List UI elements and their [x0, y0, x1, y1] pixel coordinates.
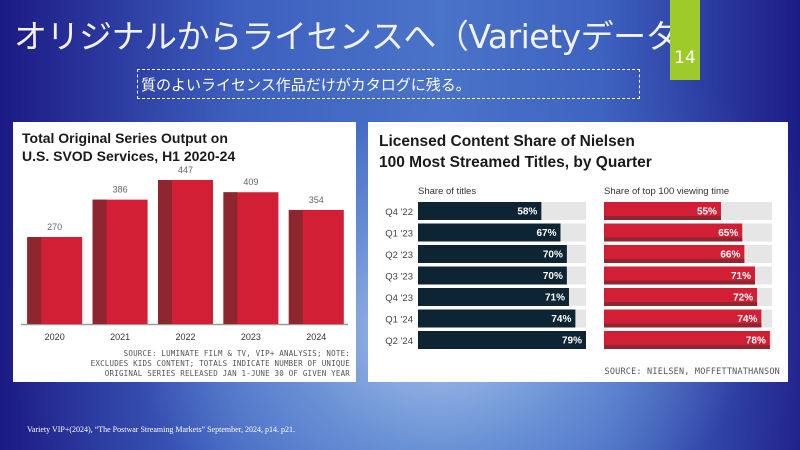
data-label: 67%: [536, 228, 556, 239]
bar: [604, 223, 743, 242]
bar: [604, 288, 758, 306]
y-tick-label: Q3 '23: [385, 272, 413, 283]
chart-title-line: Licensed Content Share of Nielsen: [379, 133, 635, 150]
x-tick-label: 2022: [175, 332, 195, 342]
series-header: Share of top 100 viewing time: [604, 186, 729, 197]
bar: [604, 202, 721, 220]
chart-source-note: SOURCE: NIELSEN, MOFFETTNATHANSON: [605, 367, 780, 377]
bar: [418, 202, 542, 220]
bar: [418, 288, 569, 306]
bar-shadow: [27, 237, 42, 324]
licensed-share-chart-panel: Licensed Content Share of Nielsen 100 Mo…: [368, 122, 788, 382]
bar-shadow: [604, 259, 745, 263]
slide-title: オリジナルからライセンスへ（Varietyデータ）: [14, 17, 711, 56]
bar-shadow: [604, 237, 743, 242]
source-line: EXCLUDES KIDS CONTENT; TOTALS INDICATE N…: [90, 359, 350, 368]
bar: [418, 309, 576, 328]
chart-title-line: Total Original Series Output on: [22, 130, 228, 146]
bar-shadow: [604, 280, 755, 285]
y-tick-label: Q1 '23: [385, 229, 413, 240]
chart-title-line: 100 Most Streamed Titles, by Quarter: [379, 154, 652, 171]
bar-shadow: [288, 209, 303, 324]
source-line: SOURCE: NIELSEN, MOFFETTNATHANSON: [604, 367, 780, 377]
page-number-badge: 14: [670, 0, 700, 80]
x-tick-label: 2024: [306, 332, 326, 342]
bar: [418, 223, 561, 242]
data-label: 72%: [733, 293, 753, 304]
data-label: 70%: [543, 271, 563, 282]
y-tick-label: Q2 '24: [385, 336, 413, 347]
data-label: 447: [178, 165, 193, 175]
series-header: Share of titles: [418, 186, 476, 197]
data-label: 74%: [737, 314, 757, 325]
y-tick-label: Q4 '23: [385, 293, 413, 304]
x-tick-label: 2023: [241, 332, 261, 342]
bar: [604, 245, 745, 263]
bar-shadow: [604, 302, 758, 306]
data-label: 66%: [720, 250, 740, 261]
bar: [418, 266, 567, 285]
data-label: 270: [47, 222, 62, 232]
y-tick-label: Q4 '22: [385, 207, 413, 218]
data-label: 70%: [543, 250, 563, 261]
data-label: 78%: [746, 336, 766, 347]
bar: [604, 266, 755, 285]
chart-title: Total Original Series Output on U.S. SVO…: [22, 129, 235, 165]
bar: [418, 245, 567, 263]
data-label: 354: [309, 195, 324, 205]
bar-shadow: [604, 345, 770, 349]
bar-shadow: [604, 216, 721, 220]
chart-source-note: SOURCE: LUMINATE FILM & TV, VIP+ ANALYSI…: [91, 349, 350, 379]
subtitle: 質のよいライセンス作品だけがカタログに残る。: [141, 76, 471, 94]
bar: [604, 331, 770, 349]
y-tick-label: Q2 '23: [385, 250, 413, 261]
source-line: ORIGINAL SERIES RELEASED JAN 1-JUNE 30 O…: [104, 369, 350, 378]
chart-title: Licensed Content Share of Nielsen 100 Mo…: [379, 131, 652, 173]
data-label: 79%: [562, 336, 582, 347]
y-tick-label: Q1 '24: [385, 315, 413, 326]
bar-shadow: [223, 192, 238, 324]
source-line: SOURCE: LUMINATE FILM & TV, VIP+ ANALYSI…: [123, 349, 350, 358]
licensed-share-bar-chart: Share of titles 58% 67% 70% 70% 71% 74% 79% Shar…: [385, 186, 772, 349]
data-label: 409: [243, 177, 258, 187]
bar-shadow: [158, 180, 172, 324]
subtitle-box: 質のよいライセンス作品だけがカタログに残る。: [137, 69, 640, 99]
original-series-chart-panel: Total Original Series Output on U.S. SVO…: [13, 122, 356, 382]
footer-citation: Variety VIP+(2024), “The Postwar Streami…: [27, 425, 295, 434]
data-label: 71%: [545, 293, 565, 304]
x-tick-label: 2020: [45, 332, 65, 342]
data-label: 65%: [718, 228, 738, 239]
original-series-bar-chart: 270 2020 386 2021 447 2022 409 2023 354 2024: [21, 165, 348, 342]
page-number: 14: [674, 48, 696, 68]
data-label: 55%: [697, 207, 717, 218]
bar: [418, 331, 586, 349]
data-label: 74%: [551, 314, 571, 325]
data-label: 386: [113, 185, 128, 195]
bar: [604, 309, 762, 328]
data-label: 58%: [517, 207, 537, 218]
bar-shadow: [604, 323, 762, 328]
bar-shadow: [92, 199, 107, 324]
data-label: 71%: [731, 271, 751, 282]
x-tick-label: 2021: [110, 332, 130, 342]
chart-title-line: U.S. SVOD Services, H1 2020-24: [22, 148, 236, 164]
